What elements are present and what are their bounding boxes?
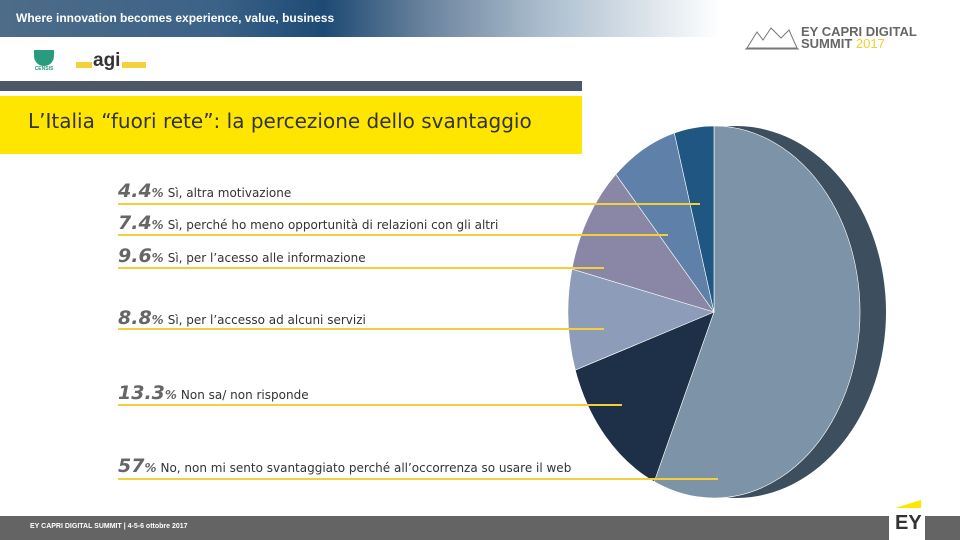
legend-label: 57% No, non mi sento svantaggiato perché …	[118, 455, 571, 477]
slice-label: Sì, per l’accesso ad alcuni servizi	[167, 313, 366, 327]
pie-slice	[571, 173, 715, 313]
pie-slice	[567, 268, 715, 371]
pie-slice	[673, 125, 715, 313]
censis-logo: CENSIS	[32, 50, 56, 76]
leader-line	[118, 404, 622, 406]
legend-label: 8.8% Sì, per l’accesso ad alcuni servizi	[118, 307, 366, 329]
leader-line	[118, 203, 700, 205]
slice-label: No, non mi sento svantaggiato perché all…	[160, 461, 572, 475]
leader-line	[118, 478, 718, 480]
percent-sign: %	[151, 218, 164, 232]
page-title: L’Italia “fuori rete”: la percezione del…	[28, 109, 532, 133]
leader-line	[118, 328, 604, 330]
slice-label: Sì, perché ho meno opportunità di relazi…	[167, 218, 499, 232]
slice-value: 7.4	[118, 212, 152, 234]
agi-logo: agi	[76, 50, 156, 74]
percent-sign: %	[151, 313, 164, 327]
pie-slice	[574, 311, 715, 483]
title-box: L’Italia “fuori rete”: la percezione del…	[0, 96, 582, 154]
ey-logo: EY	[889, 500, 925, 540]
leader-line	[118, 267, 604, 269]
percent-sign: %	[164, 388, 177, 402]
rocks-icon	[745, 27, 799, 50]
legend-label: 7.4% Sì, perché ho meno opportunità di re…	[118, 212, 498, 234]
slice-label: Sì, per l’acesso alle informazione	[167, 251, 366, 265]
title-divider	[0, 81, 582, 91]
slice-value: 13.3	[118, 382, 165, 404]
leader-line	[118, 234, 668, 236]
legend-label: 13.3% Non sa/ non risponde	[118, 382, 309, 404]
percent-sign: %	[144, 461, 157, 475]
slice-value: 9.6	[118, 245, 152, 267]
ey-capri-summit-logo: EY CAPRI DIGITAL SUMMIT 2017	[745, 24, 925, 52]
legend-label: 4.4% Sì, altra motivazione	[118, 180, 291, 202]
tagline: Where innovation becomes experience, val…	[16, 11, 335, 25]
slice-value: 57	[118, 455, 145, 477]
slice-label: Non sa/ non risponde	[180, 388, 309, 402]
slice-value: 8.8	[118, 307, 152, 329]
slice-value: 4.4	[118, 180, 152, 202]
legend-label: 9.6% Sì, per l’acesso alle informazione	[118, 245, 366, 267]
footer: EY CAPRI DIGITAL SUMMIT | 4-5-6 ottobre …	[0, 516, 960, 540]
percent-sign: %	[151, 186, 164, 200]
slice-label: Sì, altra motivazione	[167, 186, 292, 200]
header-banner	[0, 0, 720, 37]
percent-sign: %	[151, 251, 164, 265]
pie-slice	[653, 125, 861, 499]
